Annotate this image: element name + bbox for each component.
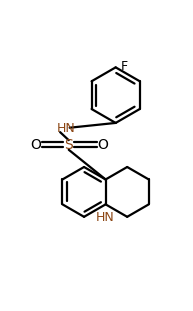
Text: S: S [64, 138, 73, 152]
Text: F: F [120, 60, 128, 73]
Text: O: O [97, 138, 108, 152]
Text: HN: HN [95, 211, 114, 224]
Text: O: O [31, 138, 41, 152]
Text: HN: HN [56, 122, 75, 135]
